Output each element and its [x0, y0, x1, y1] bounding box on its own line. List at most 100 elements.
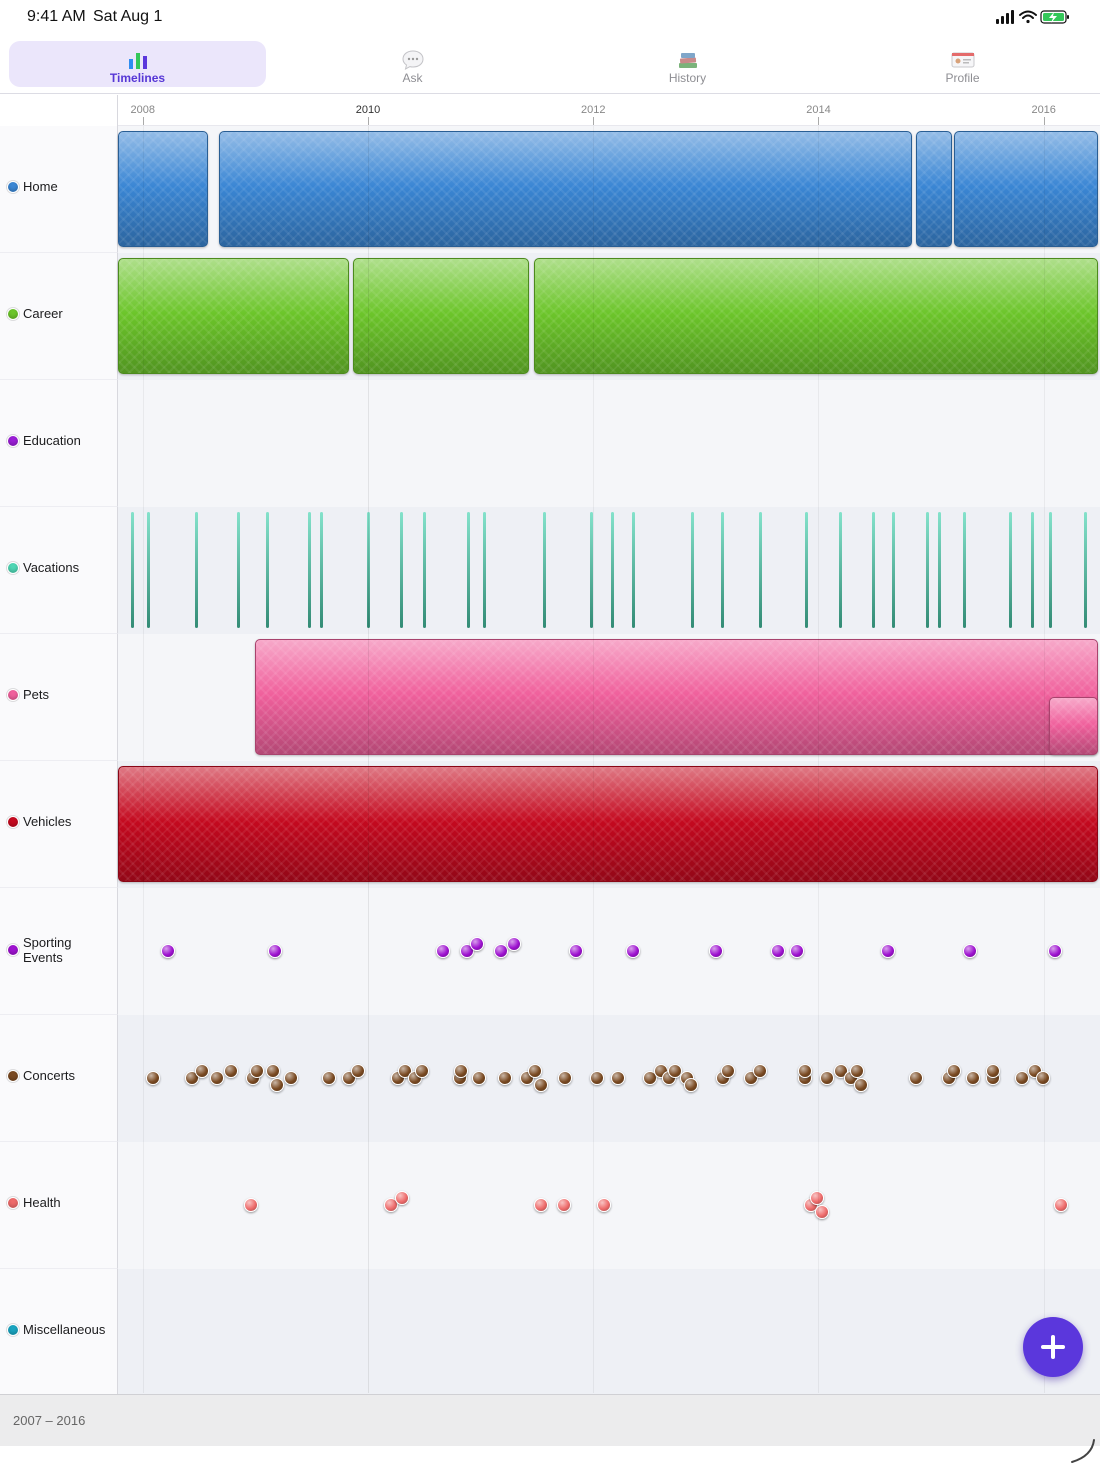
- range-bar-home[interactable]: [219, 131, 913, 247]
- event-marker-concerts[interactable]: [797, 1064, 812, 1078]
- event-marker-concerts[interactable]: [498, 1071, 513, 1085]
- category-track[interactable]: [118, 1269, 1100, 1396]
- category-label[interactable]: Vehicles: [0, 761, 118, 888]
- vacation-marker[interactable]: [265, 512, 269, 628]
- vacation-marker[interactable]: [1008, 512, 1012, 628]
- category-label[interactable]: Miscellaneous: [0, 1269, 118, 1396]
- category-track[interactable]: [118, 634, 1100, 761]
- event-marker-sporting-events[interactable]: [1047, 944, 1062, 958]
- vacation-marker[interactable]: [962, 512, 966, 628]
- category-label[interactable]: Vacations: [0, 507, 118, 634]
- vacation-marker[interactable]: [611, 512, 615, 628]
- event-marker-concerts[interactable]: [558, 1071, 573, 1085]
- vacation-marker[interactable]: [589, 512, 593, 628]
- event-marker-concerts[interactable]: [350, 1064, 365, 1078]
- tab-history[interactable]: History: [559, 41, 816, 87]
- vacation-marker[interactable]: [423, 512, 427, 628]
- event-marker-sporting-events[interactable]: [963, 944, 978, 958]
- category-track[interactable]: [118, 126, 1100, 253]
- event-marker-concerts[interactable]: [721, 1064, 736, 1078]
- event-marker-concerts[interactable]: [472, 1071, 487, 1085]
- event-marker-health[interactable]: [597, 1198, 612, 1212]
- category-label[interactable]: Health: [0, 1142, 118, 1269]
- range-bar-career[interactable]: [533, 258, 1098, 374]
- vacation-marker[interactable]: [367, 512, 370, 628]
- vacation-marker[interactable]: [720, 512, 724, 628]
- event-marker-concerts[interactable]: [415, 1064, 430, 1078]
- range-bar-home[interactable]: [953, 131, 1098, 247]
- event-marker-health[interactable]: [1053, 1198, 1068, 1212]
- vacation-marker[interactable]: [691, 512, 695, 628]
- range-bar-vehicles[interactable]: [118, 766, 1098, 882]
- timeline-chart[interactable]: 2008 2010 2012 2014 2016 Home Career Education…: [0, 95, 1100, 1396]
- vacation-marker[interactable]: [871, 512, 875, 628]
- range-bar-career[interactable]: [353, 258, 530, 374]
- vacation-marker[interactable]: [399, 512, 403, 628]
- vacation-marker[interactable]: [937, 512, 941, 628]
- event-marker-concerts[interactable]: [527, 1064, 542, 1078]
- event-marker-concerts[interactable]: [752, 1064, 767, 1078]
- vacation-marker[interactable]: [194, 512, 198, 628]
- category-label[interactable]: Home: [0, 126, 118, 253]
- event-marker-health[interactable]: [814, 1205, 829, 1219]
- vacation-marker[interactable]: [467, 512, 471, 628]
- event-marker-health[interactable]: [383, 1198, 398, 1212]
- event-marker-concerts[interactable]: [986, 1064, 1001, 1078]
- event-marker-sporting-events[interactable]: [470, 937, 485, 951]
- category-label[interactable]: Sporting Events: [0, 888, 118, 1015]
- event-marker-health[interactable]: [556, 1198, 571, 1212]
- vacation-marker[interactable]: [631, 512, 635, 628]
- event-marker-concerts[interactable]: [223, 1064, 238, 1078]
- event-marker-sporting-events[interactable]: [625, 944, 640, 958]
- event-marker-sporting-events[interactable]: [267, 944, 282, 958]
- category-label[interactable]: Education: [0, 380, 118, 507]
- event-marker-health[interactable]: [810, 1191, 825, 1205]
- category-track[interactable]: [118, 253, 1100, 380]
- tab-timelines[interactable]: Timelines: [9, 41, 266, 87]
- vacation-marker[interactable]: [891, 512, 895, 628]
- vacation-marker[interactable]: [838, 512, 842, 628]
- resize-handle-icon[interactable]: [1068, 1436, 1096, 1464]
- event-marker-concerts[interactable]: [1035, 1071, 1050, 1085]
- event-marker-sporting-events[interactable]: [569, 944, 584, 958]
- range-bar-home[interactable]: [118, 131, 209, 247]
- event-marker-health[interactable]: [243, 1198, 258, 1212]
- event-marker-sporting-events[interactable]: [507, 937, 522, 951]
- vacation-marker[interactable]: [482, 512, 486, 628]
- vacation-marker[interactable]: [925, 512, 929, 628]
- tab-ask[interactable]: Ask: [284, 41, 541, 87]
- event-marker-concerts[interactable]: [145, 1071, 160, 1085]
- event-marker-sporting-events[interactable]: [881, 944, 896, 958]
- vacation-marker[interactable]: [542, 512, 546, 628]
- event-marker-concerts[interactable]: [589, 1071, 604, 1085]
- range-bar-home[interactable]: [916, 131, 952, 247]
- event-marker-sporting-events[interactable]: [493, 944, 508, 958]
- vacation-marker[interactable]: [308, 512, 312, 628]
- category-track[interactable]: [118, 1015, 1100, 1142]
- event-marker-concerts[interactable]: [195, 1064, 210, 1078]
- event-marker-concerts[interactable]: [266, 1064, 281, 1078]
- event-marker-concerts[interactable]: [454, 1064, 469, 1078]
- vacation-marker[interactable]: [237, 512, 241, 628]
- category-label[interactable]: Concerts: [0, 1015, 118, 1142]
- category-track[interactable]: [118, 888, 1100, 1015]
- category-track[interactable]: [118, 1142, 1100, 1269]
- event-marker-concerts[interactable]: [820, 1071, 835, 1085]
- vacation-marker[interactable]: [130, 512, 134, 628]
- event-marker-concerts[interactable]: [321, 1071, 336, 1085]
- event-marker-concerts[interactable]: [854, 1078, 869, 1092]
- event-marker-concerts[interactable]: [849, 1064, 864, 1078]
- category-label[interactable]: Career: [0, 253, 118, 380]
- range-bar-career[interactable]: [118, 258, 350, 374]
- event-marker-concerts[interactable]: [534, 1078, 549, 1092]
- event-marker-sporting-events[interactable]: [790, 944, 805, 958]
- event-marker-concerts[interactable]: [1015, 1071, 1030, 1085]
- event-marker-concerts[interactable]: [946, 1064, 961, 1078]
- vacation-marker[interactable]: [805, 512, 809, 628]
- vacation-marker[interactable]: [1084, 512, 1088, 628]
- range-bar-pets[interactable]: [1049, 697, 1098, 755]
- event-marker-concerts[interactable]: [642, 1071, 657, 1085]
- vacation-marker[interactable]: [1049, 512, 1053, 628]
- event-marker-concerts[interactable]: [269, 1078, 284, 1092]
- vacation-marker[interactable]: [319, 512, 323, 628]
